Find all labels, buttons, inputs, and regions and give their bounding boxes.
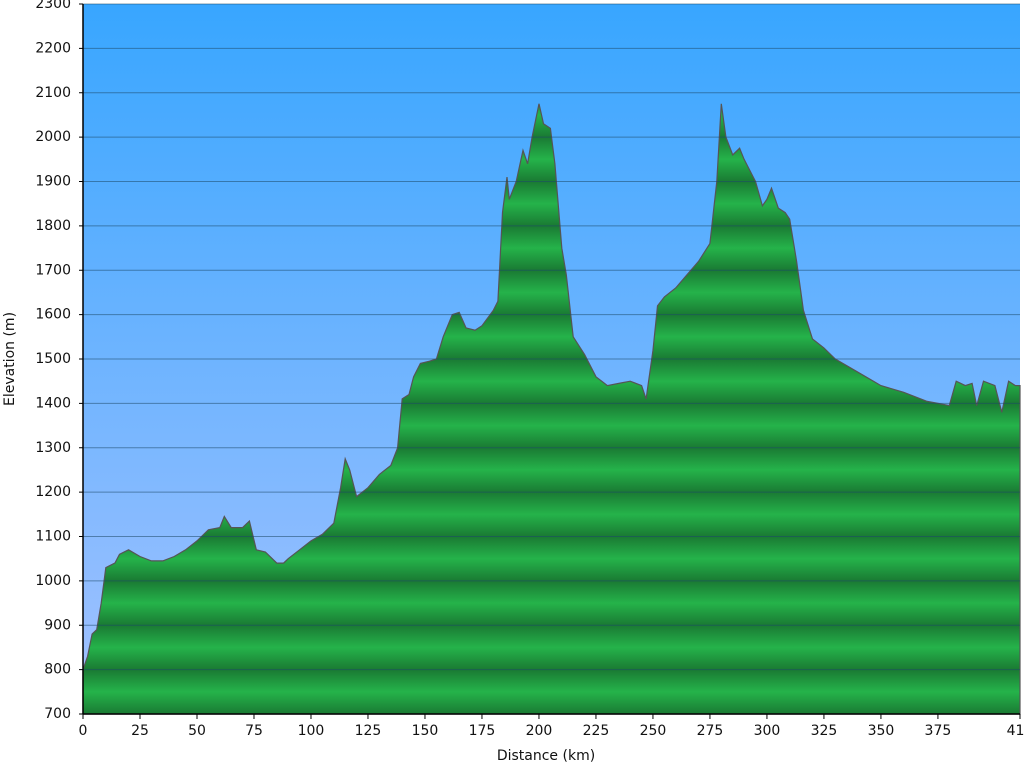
x-tick-label: 411 — [1007, 723, 1024, 739]
x-tick-label: 350 — [868, 723, 895, 739]
y-tick-label: 1500 — [35, 351, 71, 367]
x-tick-label: 175 — [469, 723, 496, 739]
x-tick-label: 200 — [526, 723, 553, 739]
x-tick-label: 125 — [355, 723, 382, 739]
y-tick-label: 1200 — [35, 484, 71, 500]
x-tick-label: 0 — [79, 723, 88, 739]
y-tick-label: 2200 — [35, 40, 71, 56]
x-tick-label: 150 — [412, 723, 439, 739]
elevation-area — [82, 103, 1021, 715]
x-tick-label: 300 — [754, 723, 781, 739]
y-tick-label: 2100 — [35, 85, 71, 101]
x-tick-label: 225 — [583, 723, 610, 739]
y-tick-label: 1900 — [35, 174, 71, 190]
y-tick-label: 1300 — [35, 440, 71, 456]
y-tick-label: 800 — [44, 662, 71, 678]
x-tick-label: 325 — [811, 723, 838, 739]
y-tick-label: 1600 — [35, 307, 71, 323]
y-tick-label: 1000 — [35, 573, 71, 589]
y-axis-label: Elevation (m) — [2, 312, 18, 406]
x-tick-label: 50 — [188, 723, 206, 739]
y-tick-label: 1100 — [35, 529, 71, 545]
x-tick-label: 25 — [131, 723, 149, 739]
y-tick-label: 2000 — [35, 129, 71, 145]
x-tick-label: 375 — [925, 723, 952, 739]
x-tick-label: 250 — [640, 723, 667, 739]
y-tick-label: 700 — [44, 706, 71, 722]
y-tick-label: 900 — [44, 617, 71, 633]
y-tick-label: 1800 — [35, 218, 71, 234]
x-tick-label: 100 — [298, 723, 325, 739]
x-tick-label: 75 — [245, 723, 263, 739]
y-tick-label: 1700 — [35, 262, 71, 278]
y-tick-label: 1400 — [35, 395, 71, 411]
y-tick-label: 2300 — [35, 0, 71, 12]
x-axis-label: Distance (km) — [497, 748, 595, 764]
x-tick-label: 275 — [697, 723, 724, 739]
